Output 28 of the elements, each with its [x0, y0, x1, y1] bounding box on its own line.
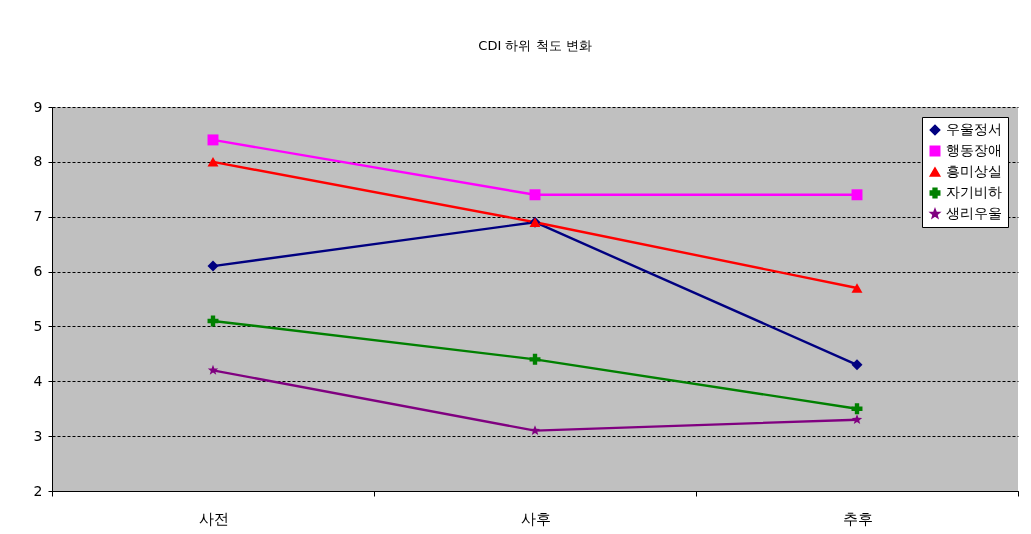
legend-label: 자기비하: [946, 184, 1002, 200]
y-tick-label: 8: [33, 153, 43, 170]
y-tick-label: 5: [33, 317, 43, 334]
x-tick-label: 사전: [198, 509, 229, 528]
point: [851, 359, 863, 371]
x-tick-label: 추후: [842, 509, 873, 528]
point: [851, 189, 863, 201]
y-tick-label: 6: [33, 263, 43, 280]
x-tick-label: 사후: [520, 509, 551, 528]
point: [207, 364, 219, 375]
legend-label: 우울정서: [946, 121, 1002, 137]
point: [529, 189, 541, 201]
y-tick-label: 2: [33, 482, 43, 499]
point: [207, 260, 219, 272]
point: [207, 134, 219, 146]
legend-label: 생리우울: [946, 205, 1002, 221]
y-tick-label: 9: [33, 98, 43, 115]
point: [529, 353, 541, 365]
point: [851, 414, 863, 425]
y-tick-label: 7: [33, 208, 43, 225]
point: [529, 425, 541, 436]
legend-label: 흥미상실: [946, 163, 1002, 179]
chart-title: CDI 하위 척도 변화: [478, 38, 592, 53]
point: [851, 283, 863, 293]
legend-label: 행동장애: [946, 142, 1002, 158]
y-tick-label: 3: [33, 427, 43, 444]
y-tick-label: 4: [33, 372, 43, 389]
point: [207, 157, 219, 167]
